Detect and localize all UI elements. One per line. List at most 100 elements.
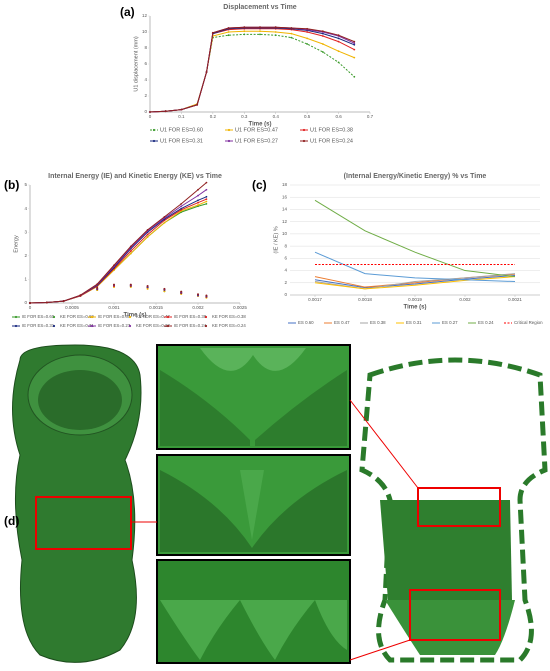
data-point xyxy=(180,202,183,205)
data-point xyxy=(196,103,199,106)
data-point xyxy=(306,31,309,33)
data-point xyxy=(353,56,356,59)
data-point xyxy=(180,205,183,208)
series-line xyxy=(314,276,516,290)
x-tick-label: 0.3 xyxy=(241,114,248,119)
y-tick-label: 10 xyxy=(142,29,148,34)
y-tick-label: 0 xyxy=(144,109,147,114)
data-point xyxy=(29,302,31,304)
data-point xyxy=(146,287,149,290)
data-point xyxy=(205,200,208,203)
y-tick-label: 2 xyxy=(144,93,147,98)
data-point xyxy=(321,30,324,33)
panel-label: (a) xyxy=(120,5,135,19)
x-axis-label: Time (s) xyxy=(249,122,272,128)
data-point xyxy=(113,283,115,286)
legend-label: Critical Region xyxy=(514,320,543,325)
legend-label: ES 0.38 xyxy=(370,320,386,325)
x-tick-label: 0.7 xyxy=(367,114,374,119)
y-axis-label: U1 displacement (mm) xyxy=(133,36,139,91)
data-point xyxy=(163,215,166,218)
data-point xyxy=(205,202,208,205)
data-point xyxy=(290,36,293,39)
y-tick-label: 2 xyxy=(284,280,287,285)
legend-label: KE FOR ES=0.47 xyxy=(136,314,170,319)
x-tick-label: 0.001 xyxy=(108,305,120,310)
legend-label: IE FOR ES=0.24 xyxy=(174,323,207,328)
legend-marker xyxy=(152,128,156,132)
legend-marker xyxy=(128,315,132,319)
data-point xyxy=(163,287,166,290)
data-point xyxy=(205,198,208,201)
legend-marker xyxy=(166,315,170,319)
series-line xyxy=(149,30,355,113)
series-line xyxy=(29,182,207,304)
series-line xyxy=(149,26,355,113)
series-line xyxy=(314,199,516,278)
y-tick-label: 4 xyxy=(284,268,287,273)
x-tick-label: 0.6 xyxy=(335,114,342,119)
data-point xyxy=(163,221,166,224)
data-point xyxy=(243,26,246,29)
panel-label: (b) xyxy=(4,178,19,192)
y-axis-label: (IE / KE) % xyxy=(273,226,279,253)
y-tick-label: 2 xyxy=(24,253,27,258)
data-point xyxy=(321,32,324,35)
y-tick-label: 4 xyxy=(24,206,27,211)
y-axis-label: Energy xyxy=(13,235,19,253)
data-point xyxy=(227,27,230,29)
data-point xyxy=(274,26,277,29)
x-tick-label: 0.5 xyxy=(304,114,311,119)
data-point xyxy=(290,27,293,29)
data-point xyxy=(164,110,167,113)
data-point xyxy=(79,294,82,297)
x-tick-label: 0.0021 xyxy=(508,297,522,302)
series-line xyxy=(29,189,207,304)
series-line xyxy=(29,203,207,304)
legend-label: IE FOR ES=0.31 xyxy=(22,323,55,328)
legend-marker xyxy=(90,315,94,319)
x-tick-label: 0 xyxy=(29,305,32,310)
x-tick-label: 0.0017 xyxy=(308,297,322,302)
legend-label: U1 FOR ES=0.31 xyxy=(160,138,203,144)
x-tick-label: 0.0018 xyxy=(358,297,372,302)
x-tick-label: 0.1 xyxy=(178,114,185,119)
data-point xyxy=(274,34,277,37)
legend-marker xyxy=(90,324,94,328)
data-point xyxy=(197,188,199,191)
data-point xyxy=(290,32,293,35)
x-tick-label: 0.0025 xyxy=(233,305,247,310)
data-point xyxy=(149,111,151,113)
data-point xyxy=(180,290,183,293)
data-point xyxy=(146,228,149,231)
legend-label: ES 0.47 xyxy=(334,320,350,325)
series-line xyxy=(149,27,355,113)
legend-label: U1 FOR ES=0.24 xyxy=(310,138,353,144)
y-tick-label: 12 xyxy=(282,219,288,224)
legend-label: U1 FOR ES=0.60 xyxy=(160,127,203,133)
series-line xyxy=(29,198,207,304)
data-point xyxy=(353,75,356,78)
chart-title: Displacement vs Time xyxy=(223,4,297,11)
data-point xyxy=(129,250,132,252)
legend-marker xyxy=(227,128,231,132)
x-tick-label: 0 xyxy=(149,114,152,119)
y-tick-label: 3 xyxy=(24,229,27,234)
data-point xyxy=(146,236,149,238)
legend-label: ES 0.31 xyxy=(406,320,422,325)
data-point xyxy=(259,26,261,29)
x-tick-label: 0.4 xyxy=(273,114,280,119)
data-point xyxy=(321,43,324,45)
y-tick-label: 18 xyxy=(282,182,288,187)
data-point xyxy=(113,264,115,267)
chart-title: (Internal Energy/Kinetic Energy) % vs Ti… xyxy=(344,173,487,180)
data-point xyxy=(205,188,208,191)
data-point xyxy=(205,71,208,73)
data-point xyxy=(146,285,149,288)
y-tick-label: 6 xyxy=(284,256,287,261)
legend-label: U1 FOR ES=0.47 xyxy=(235,127,278,133)
y-tick-label: 6 xyxy=(144,61,147,66)
chart-title: Internal Energy (IE) and Kinetic Energy … xyxy=(48,173,222,180)
data-point xyxy=(243,30,246,33)
model-images xyxy=(12,344,548,664)
